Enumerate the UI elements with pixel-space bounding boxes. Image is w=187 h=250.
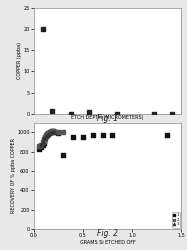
1 xyxy=(51,130,54,134)
Point xyxy=(88,110,91,114)
1 xyxy=(42,141,45,145)
1 xyxy=(81,134,84,138)
Point xyxy=(41,27,44,31)
3 xyxy=(41,140,44,144)
1 xyxy=(49,130,52,134)
Point xyxy=(171,112,174,116)
2 xyxy=(62,130,65,134)
2 xyxy=(48,131,51,135)
1 xyxy=(39,145,42,149)
1 xyxy=(111,132,114,136)
1 xyxy=(52,129,55,133)
1 xyxy=(43,139,46,143)
2 xyxy=(43,137,46,141)
1 xyxy=(48,131,51,135)
3 xyxy=(43,136,46,140)
3 xyxy=(45,134,48,138)
2 xyxy=(41,140,44,144)
3 xyxy=(39,143,42,147)
1 xyxy=(37,147,40,151)
2 xyxy=(47,131,50,135)
3 xyxy=(51,130,54,134)
Y-axis label: COPPER (ppba): COPPER (ppba) xyxy=(17,42,22,79)
1 xyxy=(50,130,53,134)
2 xyxy=(44,134,47,138)
1 xyxy=(47,132,50,136)
3 xyxy=(53,130,56,134)
1 xyxy=(57,131,60,135)
1 xyxy=(91,133,94,137)
1 xyxy=(101,132,104,136)
1 xyxy=(72,135,75,139)
2 xyxy=(45,133,48,137)
Point xyxy=(51,108,54,112)
X-axis label: ETCH DEPTH (MICROMETERS): ETCH DEPTH (MICROMETERS) xyxy=(71,115,144,120)
1 xyxy=(44,136,47,140)
1 xyxy=(165,133,168,137)
Text: Fig. 2: Fig. 2 xyxy=(97,229,118,238)
1 xyxy=(41,143,44,147)
2 xyxy=(42,139,45,143)
1 xyxy=(46,132,49,136)
3 xyxy=(49,131,52,135)
3 xyxy=(47,132,50,136)
1 xyxy=(54,130,57,134)
2 xyxy=(54,130,57,134)
1 xyxy=(45,134,48,138)
Legend: 1, 2, 3: 1, 2, 3 xyxy=(172,212,180,228)
2 xyxy=(46,132,49,136)
1 xyxy=(62,154,65,158)
Point xyxy=(69,112,72,116)
X-axis label: GRAMS Si ETCHED OFF: GRAMS Si ETCHED OFF xyxy=(80,240,135,244)
Y-axis label: RECOVERY OF % ppba COPPER: RECOVERY OF % ppba COPPER xyxy=(11,138,16,213)
Point xyxy=(115,112,118,116)
Point xyxy=(152,112,155,116)
Text: Fig. 1: Fig. 1 xyxy=(97,114,118,123)
2 xyxy=(39,143,42,147)
2 xyxy=(52,129,55,133)
2 xyxy=(57,130,60,134)
2 xyxy=(37,144,40,148)
2 xyxy=(50,130,53,134)
